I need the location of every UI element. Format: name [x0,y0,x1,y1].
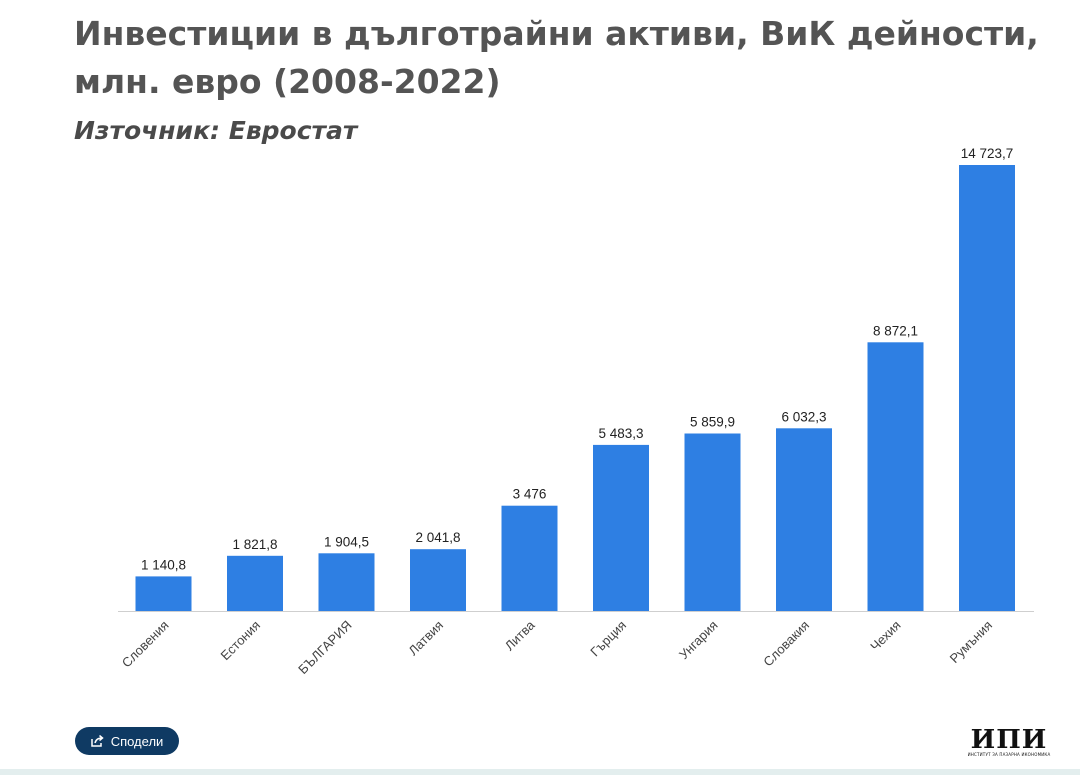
x-tick-label: Литва [502,617,538,653]
bar-chart: 1 140,8 Словения 1 821,8 Естония 1 904,5 БЪЛГ… [118,146,1034,678]
data-label: 3 476 [513,487,547,502]
share-button[interactable]: Сподели [75,727,179,755]
data-label: 8 872,1 [873,323,918,338]
share-button-label: Сподели [110,733,164,749]
bar [867,342,924,611]
x-tick-label: Унгария [676,618,721,663]
bar [776,428,832,611]
x-tick-label: БЪЛГАРИЯ [295,618,355,678]
data-label: 6 032,3 [781,409,826,424]
bar [135,576,192,611]
bar [684,433,741,611]
bar [501,505,558,611]
chart-source: Източник: Евростат [74,116,358,145]
data-label: 14 723,7 [961,146,1014,161]
chart-title: Инвестиции в дълготрайни активи, ВиК дей… [74,14,1039,101]
x-tick-label: Естония [217,618,263,664]
bar [959,165,1015,611]
data-label: 5 483,3 [598,426,643,441]
x-tick-label: Словакия [760,618,812,670]
data-label: 1 821,8 [232,537,277,552]
logo-caption: ИНСТИТУТ ЗА ПАЗАРНА ИКОНОМИКА [967,752,1051,757]
data-label: 2 041,8 [415,530,460,545]
x-tick-label: Румъния [947,618,995,666]
data-label: 1 904,5 [324,534,369,549]
bar [593,444,649,611]
data-label: 5 859,9 [690,415,735,430]
bar [227,555,283,611]
x-tick-label: Чехия [867,618,903,654]
ipi-logo[interactable]: ИПИ ИНСТИТУТ ЗА ПАЗАРНА ИКОНОМИКА [967,725,1051,758]
x-tick-label: Гърция [587,618,629,660]
x-tick-label: Словения [119,618,172,671]
logo-text: ИПИ [970,725,1048,755]
share-icon [90,735,104,747]
bottom-strip [0,769,1080,775]
bar [410,549,466,611]
x-tick-label: Латвия [405,618,446,659]
data-label: 1 140,8 [141,557,186,572]
bar [318,553,375,611]
